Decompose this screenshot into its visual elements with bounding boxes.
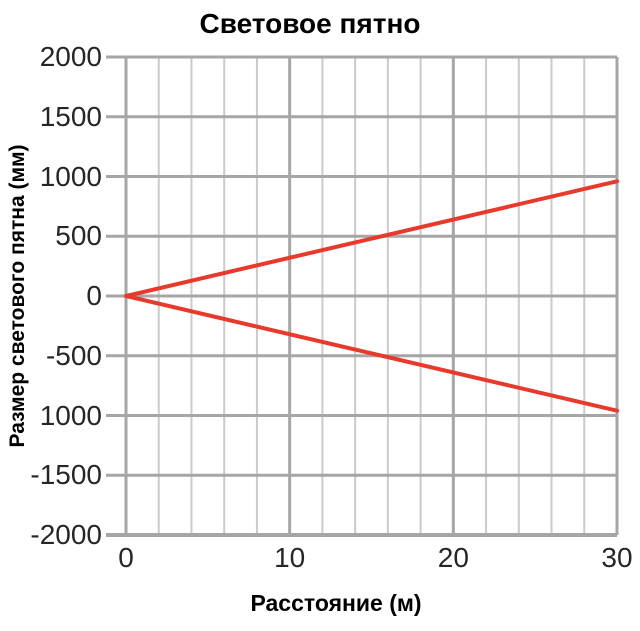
series-line-upper-edge	[124, 179, 619, 298]
y-tick-label: 1500	[39, 100, 102, 132]
x-tick-label: 10	[274, 542, 306, 573]
x-axis-title: Расстояние (м)	[250, 590, 422, 616]
y-tick-label: 500	[55, 220, 102, 252]
x-tick-label: 0	[118, 542, 134, 573]
chart-title: Световое пятно	[199, 8, 421, 39]
x-tick-label: 30	[601, 542, 633, 573]
y-tick-label: -2000	[30, 519, 102, 550]
series-line-lower-edge	[124, 294, 619, 413]
y-tick-label: 0	[86, 280, 102, 311]
y-tick-label: 2000	[39, 41, 102, 72]
y-tick-label: -1500	[30, 459, 102, 491]
y-tick-label: 1000	[39, 399, 102, 431]
y-tick-label: 1000	[39, 160, 102, 192]
x-tick-label: 20	[437, 542, 469, 573]
y-tick-label: -500	[45, 339, 102, 371]
